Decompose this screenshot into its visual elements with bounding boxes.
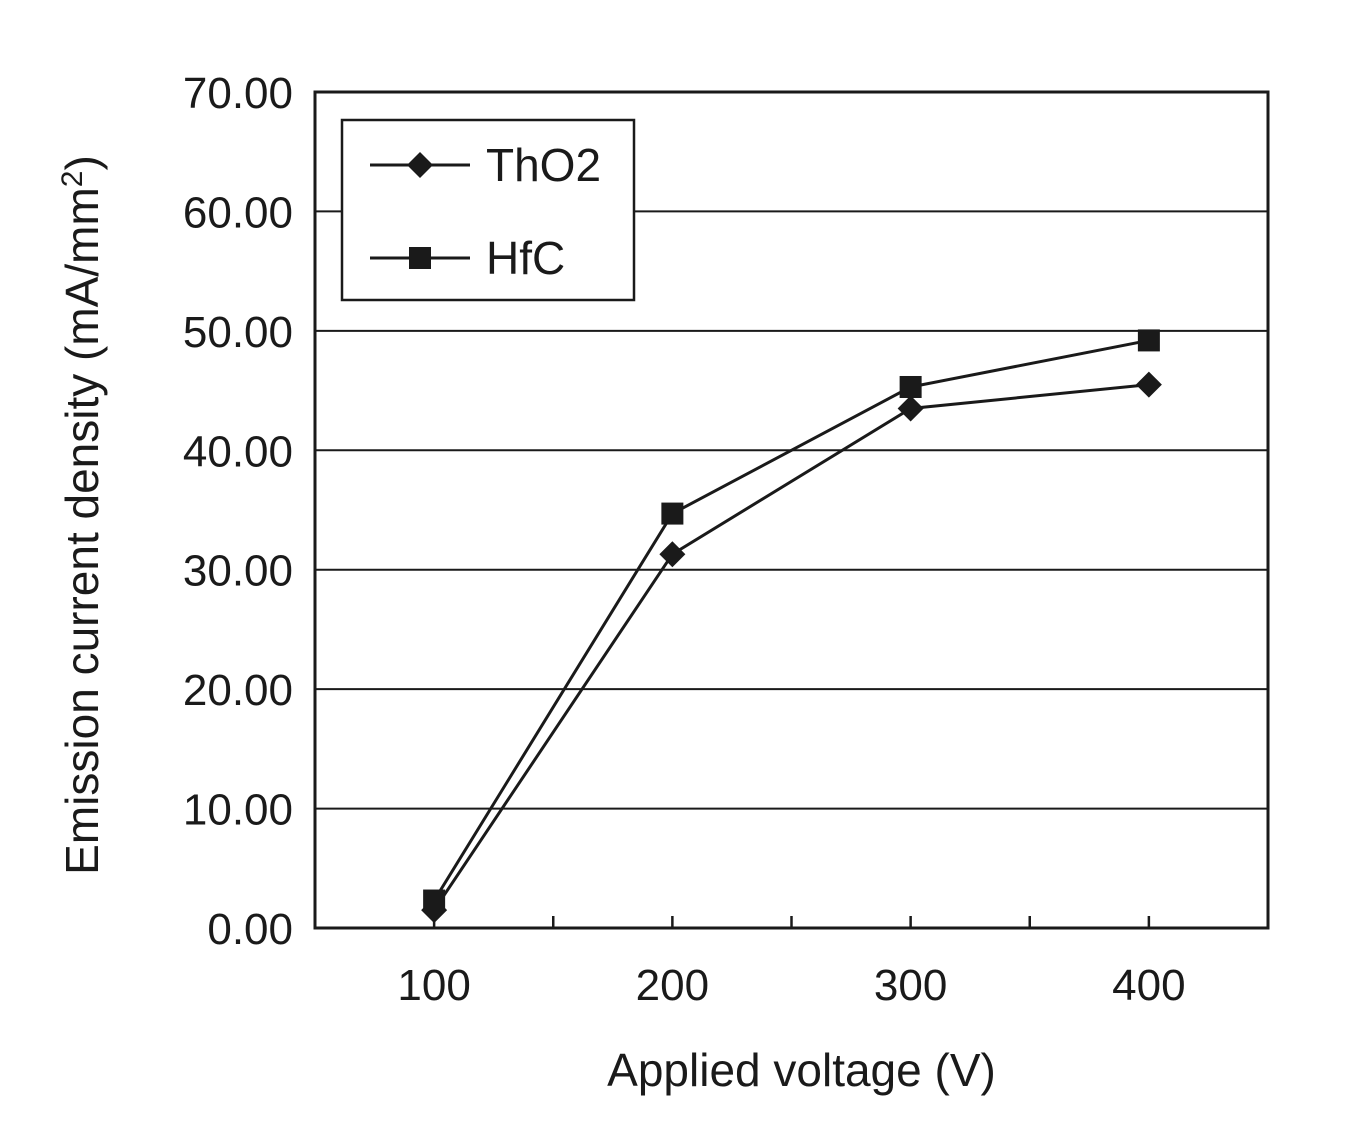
- legend-label: HfC: [486, 232, 565, 284]
- x-axis-tick-labels: 100 200 300 400: [397, 961, 1185, 1010]
- x-tick-label: 200: [636, 961, 709, 1010]
- x-tick-label: 400: [1112, 961, 1185, 1010]
- series-hfc: [423, 329, 1160, 911]
- y-tick-label: 50.00: [183, 308, 293, 357]
- x-tick-label: 300: [874, 961, 947, 1010]
- y-tick-label: 10.00: [183, 786, 293, 835]
- legend: ThO2 HfC: [342, 120, 634, 300]
- data-point-hfc: [423, 890, 445, 912]
- series-line-hfc: [434, 340, 1149, 900]
- y-tick-label: 20.00: [183, 666, 293, 715]
- y-axis-title-superscript: 2: [56, 171, 89, 188]
- y-tick-label: 70.00: [183, 69, 293, 118]
- x-tick-label: 100: [397, 961, 470, 1010]
- data-point-tho2: [898, 395, 924, 421]
- line-chart: 0.0010.0020.0030.0040.0050.0060.0070.00 …: [0, 0, 1360, 1138]
- data-point-hfc: [1138, 329, 1160, 351]
- data-point-tho2: [1136, 372, 1162, 398]
- data-point-hfc: [661, 503, 683, 525]
- series-layer: [421, 329, 1162, 923]
- legend-marker: [409, 247, 431, 269]
- x-axis-title: Applied voltage (V): [607, 1044, 996, 1096]
- y-tick-label: 60.00: [183, 188, 293, 237]
- series-line-tho2: [434, 385, 1149, 910]
- y-axis-tick-labels: 0.00 10.00 20.00 30.00 40.00 50.00 60.00 70.00: [183, 69, 293, 954]
- legend-label: ThO2: [486, 139, 601, 191]
- y-axis-title-main: Emission current density (mA/mm: [56, 187, 108, 875]
- series-tho2: [421, 372, 1162, 923]
- y-axis-title-close: ): [56, 155, 108, 170]
- y-tick-label: 30.00: [183, 547, 293, 596]
- data-point-tho2: [659, 541, 685, 567]
- data-point-hfc: [900, 376, 922, 398]
- y-axis-title: Emission current density (mA/mm2): [56, 155, 108, 875]
- x-axis-tick-marks: [434, 916, 1149, 928]
- chart: 0.0010.0020.0030.0040.0050.0060.0070.00 …: [0, 0, 1360, 1138]
- y-tick-label: 40.00: [183, 427, 293, 476]
- y-tick-label: 0.00: [207, 905, 293, 954]
